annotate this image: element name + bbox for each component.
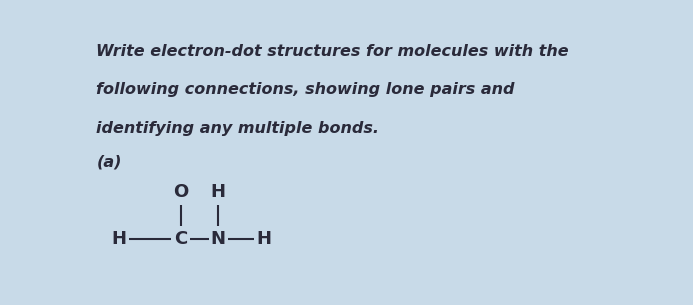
Text: H: H: [211, 183, 226, 201]
Text: N: N: [211, 230, 226, 248]
Text: C: C: [174, 230, 187, 248]
Text: (a): (a): [96, 154, 122, 169]
Text: H: H: [112, 230, 126, 248]
Text: O: O: [173, 183, 188, 201]
Text: following connections, showing lone pairs and: following connections, showing lone pair…: [96, 82, 515, 97]
Text: H: H: [256, 230, 272, 248]
Text: identifying any multiple bonds.: identifying any multiple bonds.: [96, 121, 379, 136]
Text: Write electron-dot structures for molecules with the: Write electron-dot structures for molecu…: [96, 44, 569, 59]
